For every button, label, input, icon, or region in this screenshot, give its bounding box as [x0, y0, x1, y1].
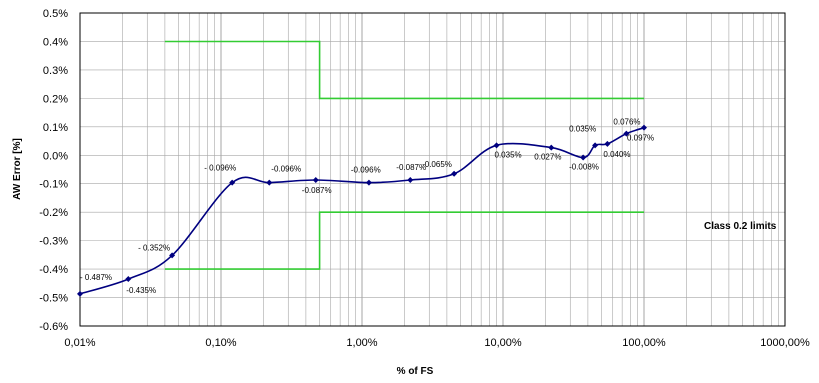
data-point	[592, 142, 599, 149]
x-tick-label: 0,10%	[205, 337, 236, 349]
y-tick-label: 0.5%	[43, 8, 68, 20]
data-label: -0.435%	[126, 286, 156, 295]
x-tick-label: 10,00%	[484, 337, 522, 349]
data-point	[451, 170, 458, 177]
x-tick-label: 0,01%	[64, 337, 95, 349]
y-tick-label: -0.2%	[39, 207, 68, 219]
x-tick-label: 1,00%	[346, 337, 377, 349]
y-tick-label: 0.3%	[43, 65, 68, 77]
x-tick-label: 100,00%	[622, 337, 666, 349]
data-label: 0.035%	[569, 124, 596, 133]
plot-area-border	[79, 12, 786, 327]
limit-line-lower	[164, 211, 644, 270]
data-label: - 0.096%	[204, 164, 236, 173]
data-label: -0.087%	[302, 186, 332, 195]
data-label: -0.096%	[271, 165, 301, 174]
y-tick-label: 0.4%	[43, 36, 68, 48]
grid	[80, 12, 785, 327]
data-label: -0.008%	[569, 163, 599, 172]
data-point	[77, 290, 83, 297]
data-label: - 0.352%	[138, 243, 170, 252]
class-limits	[164, 40, 644, 270]
y-tick-label: -0.1%	[39, 179, 68, 191]
data-label: 0.076%	[613, 118, 640, 127]
data-point	[493, 142, 500, 149]
y-tick-label: -0.5%	[39, 293, 68, 305]
y-tick-label: -0.6%	[39, 321, 68, 333]
series-line	[79, 126, 645, 295]
data-point	[623, 130, 630, 137]
data-label: -0.065%	[422, 160, 452, 169]
data-label: 0.027%	[534, 153, 561, 162]
data-point	[169, 252, 176, 259]
x-tick-label: 1000,00%	[760, 337, 810, 349]
data-label: - 0.487%	[80, 273, 112, 282]
data-label: 0.097%	[627, 134, 654, 143]
data-point	[365, 179, 372, 186]
data-label: -0.096%	[351, 166, 381, 175]
y-axis-title: AW Error [%]	[12, 138, 23, 200]
data-label: 0.040%	[603, 150, 630, 159]
data-point	[604, 140, 611, 147]
y-tick-labels: 0.5% 0.4% 0.3% 0.2% 0.1% 0.0% -0.1% -0.2% -0.3% -…	[39, 8, 68, 333]
data-point	[125, 276, 132, 283]
x-tick-labels: 0,01% 0,10% 1,00% 10,00% 100,00% 1000,00%	[64, 337, 810, 349]
data-label: -0.087%	[396, 163, 426, 172]
series-measured	[77, 124, 647, 297]
data-point	[312, 177, 319, 184]
data-label: 0.035%	[495, 150, 522, 159]
y-tick-label: 0.1%	[43, 122, 68, 134]
y-tick-label: 0.2%	[43, 93, 68, 105]
data-labels: - 0.487% -0.435% - 0.352% - 0.096% -0.096% -0…	[80, 118, 654, 296]
data-point	[548, 144, 555, 151]
data-point	[407, 177, 414, 184]
limits-annotation: Class 0.2 limits	[704, 221, 777, 232]
data-point	[266, 179, 273, 186]
y-tick-label: -0.4%	[39, 264, 68, 276]
y-tick-label: 0.0%	[43, 150, 68, 162]
limit-line-upper	[164, 40, 644, 100]
x-axis-title: % of FS	[397, 366, 434, 377]
data-point	[580, 154, 587, 161]
y-tick-label: -0.3%	[39, 236, 68, 248]
data-point	[641, 124, 647, 131]
data-point	[229, 179, 236, 186]
